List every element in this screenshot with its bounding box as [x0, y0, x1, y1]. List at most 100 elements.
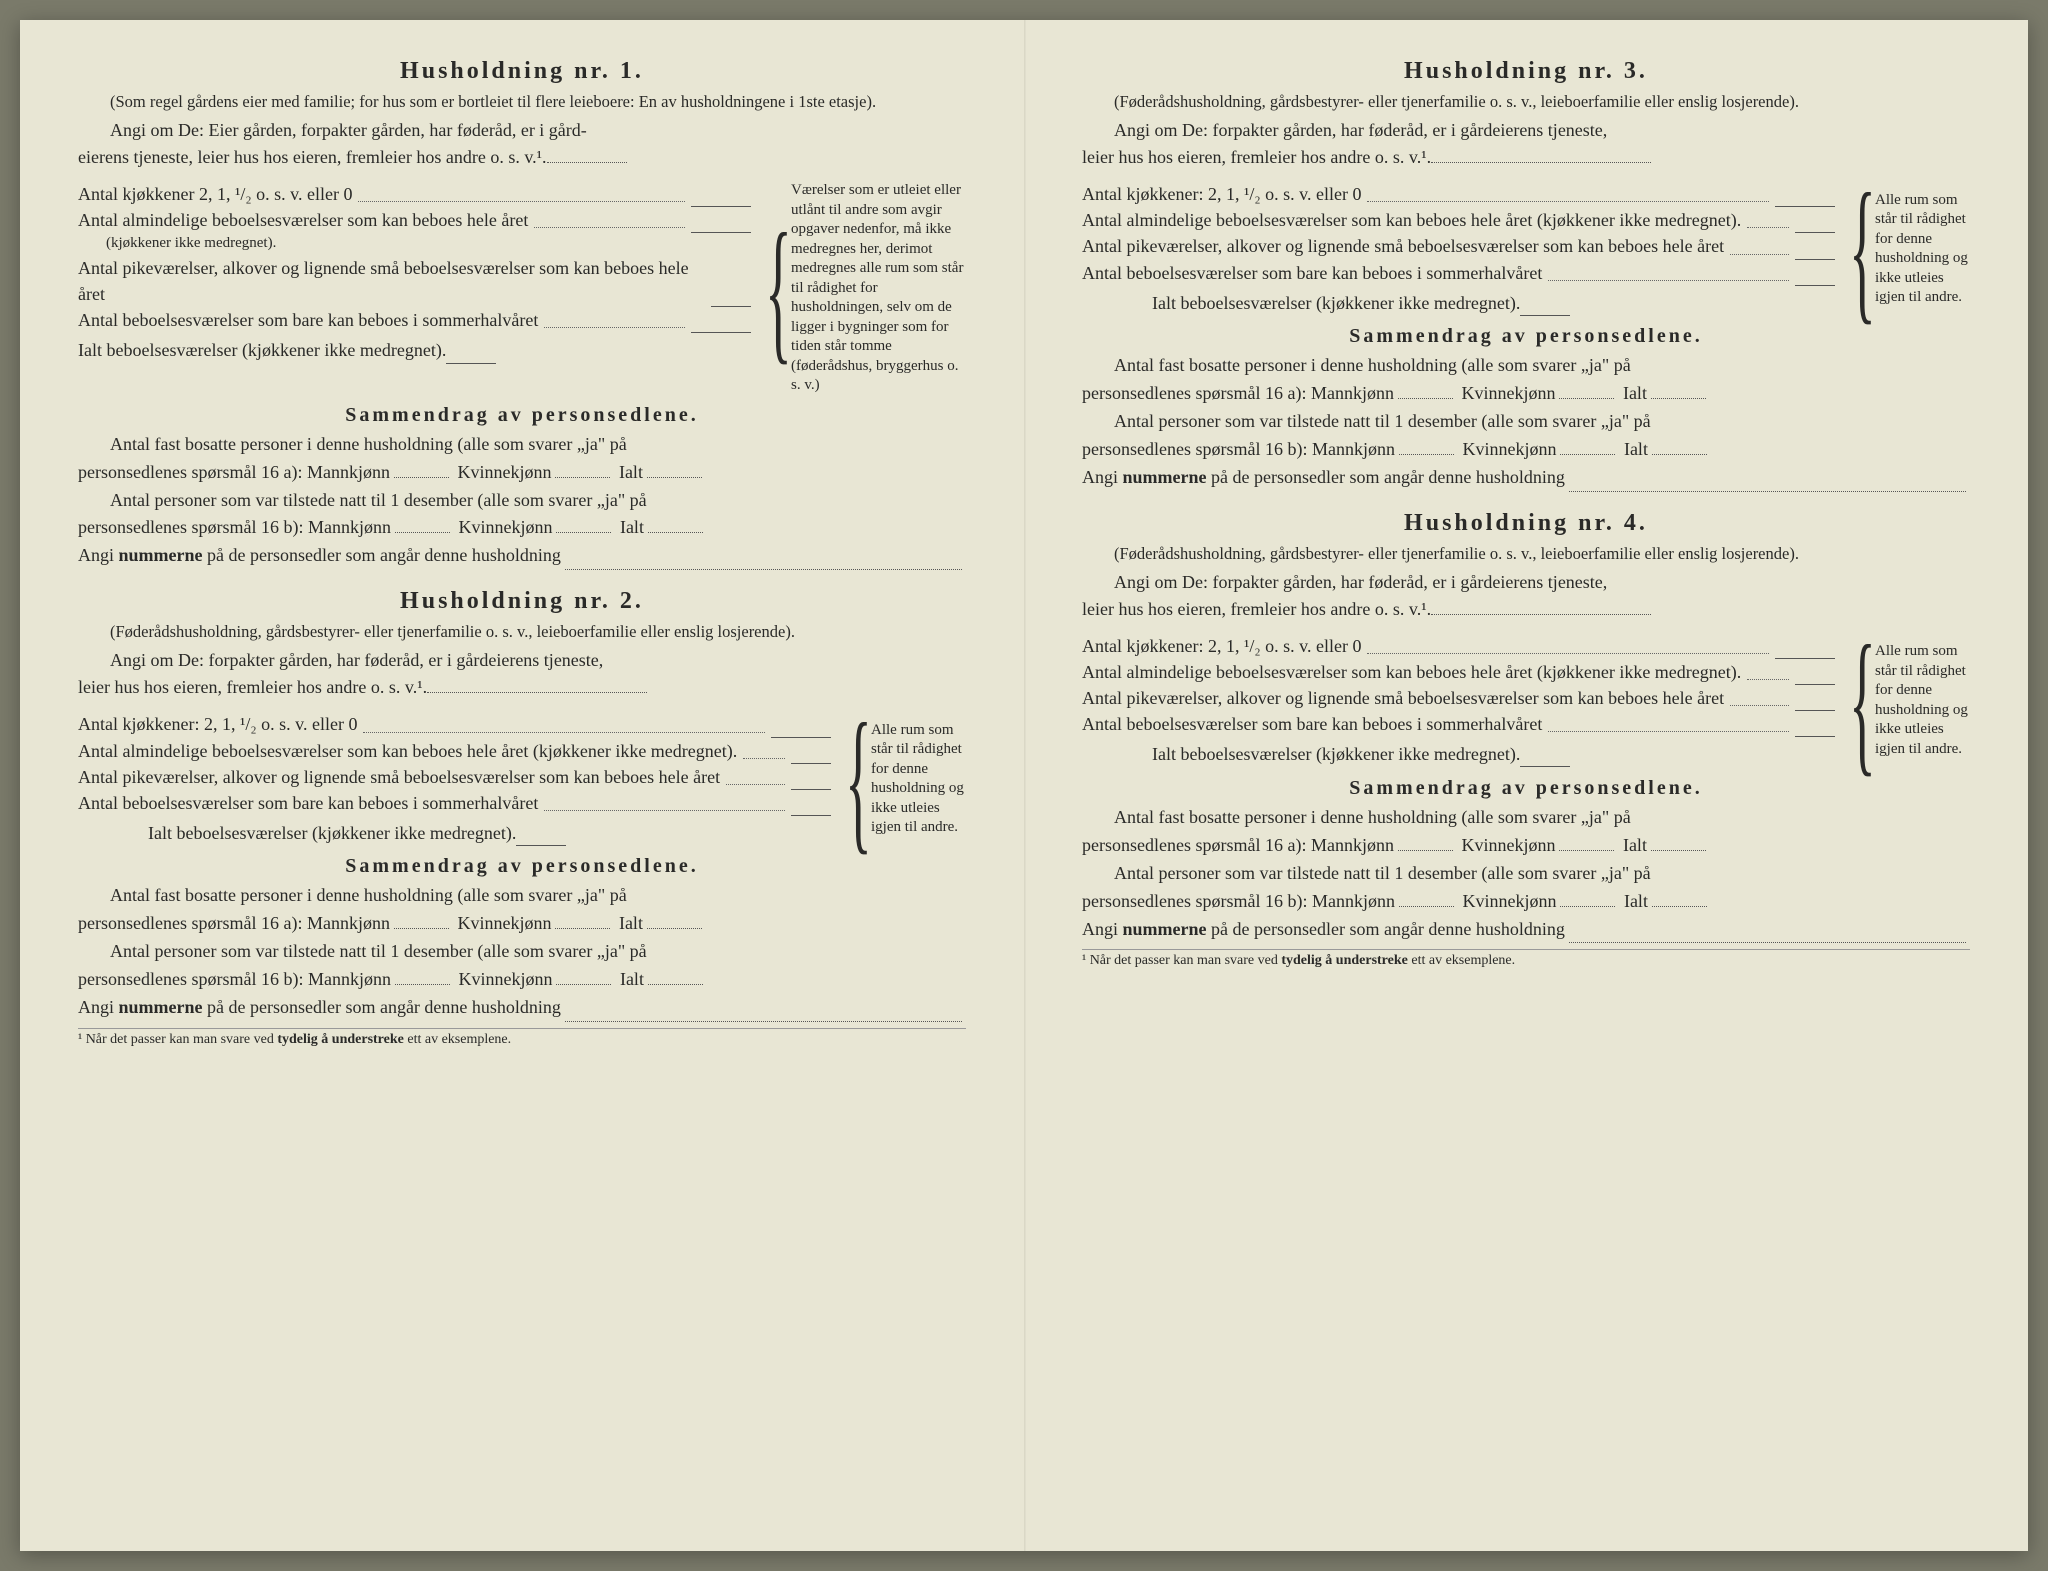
h4-r1-fill[interactable] [1775, 642, 1835, 659]
h4-ialt-b[interactable] [1652, 890, 1707, 906]
h4-num-fill[interactable] [1569, 927, 1966, 943]
h1-total-fill[interactable] [446, 346, 496, 363]
h2-num-fill[interactable] [565, 1006, 962, 1022]
h3-intro: Angi om De: forpakter gården, har føderå… [1082, 117, 1970, 171]
h2-kvin-b[interactable] [556, 969, 611, 985]
h2-s2b: personsedlenes spørsmål 16 b): Mannkjønn [78, 969, 391, 989]
h4-r4-fill[interactable] [1795, 720, 1835, 737]
h4-ialt-a[interactable] [1651, 835, 1706, 851]
h1-mann-b[interactable] [395, 517, 450, 533]
h3-total-fill[interactable] [1520, 299, 1570, 316]
h2-r2-fill[interactable] [791, 747, 831, 764]
h3-title: Husholdning nr. 3. [1082, 58, 1970, 85]
h4-mann-b[interactable] [1399, 890, 1454, 906]
h1-r2-fill[interactable] [691, 216, 751, 233]
h3-total: Ialt beboelsesværelser (kjøkkener ikke m… [1152, 290, 1520, 316]
h3-s2a: Antal personer som var tilstede natt til… [1082, 411, 1651, 431]
h1-kvin-b[interactable] [556, 517, 611, 533]
h1-mann-a[interactable] [394, 461, 449, 477]
h2-ialt-a[interactable] [647, 913, 702, 929]
h1-rows: Antal kjøkkener 2, 1, ¹/₂ o. s. v. eller… [78, 181, 966, 396]
h2-summary: Antal fast bosatte personer i denne hush… [78, 882, 966, 1021]
h4-s2b: personsedlenes spørsmål 16 b): Mannkjønn [1082, 891, 1395, 911]
h4-intro: Angi om De: forpakter gården, har føderå… [1082, 569, 1970, 623]
h2-mann-a[interactable] [394, 913, 449, 929]
h1-total: Ialt beboelsesværelser (kjøkkener ikke m… [78, 337, 446, 363]
h3-intro-l2: leier hus hos eieren, fremleier hos andr… [1082, 147, 1431, 167]
h2-title: Husholdning nr. 2. [78, 588, 966, 615]
left-page: Husholdning nr. 1. (Som regel gårdens ei… [20, 20, 1024, 1551]
h3-r2-fill[interactable] [1795, 216, 1835, 233]
h3-r1-fill[interactable] [1775, 190, 1835, 207]
h1-r2: Antal almindelige beboelsesværelser som … [78, 207, 528, 233]
h2-subtitle: (Føderådshusholdning, gårdsbestyrer- ell… [78, 621, 966, 643]
h2-intro-blank[interactable] [427, 677, 647, 693]
h1-intro-l2: eierens tjeneste, leier hus hos eieren, … [78, 147, 547, 167]
h3-s1b: personsedlenes spørsmål 16 a): Mannkjønn [1082, 383, 1394, 403]
h3-rows: Antal kjøkkener: 2, 1, ¹/₂ o. s. v. elle… [1082, 181, 1970, 317]
h4-s1a: Antal fast bosatte personer i denne hush… [1082, 807, 1631, 827]
h2-s1b: personsedlenes spørsmål 16 a): Mannkjønn [78, 913, 390, 933]
h3-subtitle: (Føderådshusholdning, gårdsbestyrer- ell… [1082, 91, 1970, 113]
h3-r3-fill[interactable] [1795, 242, 1835, 259]
h2-brace: { Alle rum som står til rådighet for den… [845, 711, 966, 847]
h1-intro: Angi om De: Eier gården, forpakter gårde… [78, 117, 966, 171]
household-4: Husholdning nr. 4. (Føderådshusholdning,… [1082, 510, 1970, 970]
h4-r3: Antal pikeværelser, alkover og lignende … [1082, 685, 1724, 711]
h3-mann-a[interactable] [1398, 383, 1453, 399]
h1-subtitle: (Som regel gårdens eier med familie; for… [78, 91, 966, 113]
h2-r1-fill[interactable] [771, 720, 831, 737]
h1-kvin-a[interactable] [555, 461, 610, 477]
h3-r2: Antal almindelige beboelsesværelser som … [1082, 207, 1741, 233]
h3-r4-fill[interactable] [1795, 269, 1835, 286]
h2-r3-fill[interactable] [791, 773, 831, 790]
h1-r4: Antal beboelsesværelser som bare kan beb… [78, 307, 538, 333]
h1-r4-fill[interactable] [691, 316, 751, 333]
h2-r4-fill[interactable] [791, 799, 831, 816]
h2-kvin-a[interactable] [555, 913, 610, 929]
h1-s1a: Antal fast bosatte personer i denne hush… [78, 434, 627, 454]
h4-total-fill[interactable] [1520, 750, 1570, 767]
h3-r3: Antal pikeværelser, alkover og lignende … [1082, 233, 1724, 259]
h1-r1-fill[interactable] [691, 190, 751, 207]
household-2: Husholdning nr. 2. (Føderådshusholdning,… [78, 588, 966, 1048]
h1-brace: { Værelser som er utleiet eller utlånt t… [765, 181, 966, 396]
h1-r1: Antal kjøkkener 2, 1, ¹/₂ o. s. v. eller… [78, 181, 352, 207]
h4-intro-l1: Angi om De: forpakter gården, har føderå… [1082, 572, 1607, 592]
h2-r2: Antal almindelige beboelsesværelser som … [78, 738, 737, 764]
h3-num-fill[interactable] [1569, 476, 1966, 492]
h4-r3-fill[interactable] [1795, 694, 1835, 711]
h2-intro-l1: Angi om De: forpakter gården, har føderå… [78, 650, 603, 670]
h3-intro-blank[interactable] [1431, 147, 1651, 163]
h3-s1a: Antal fast bosatte personer i denne hush… [1082, 355, 1631, 375]
h1-s1b: personsedlenes spørsmål 16 a): Mannkjønn [78, 462, 390, 482]
h1-ialt-b[interactable] [648, 517, 703, 533]
h2-r1: Antal kjøkkener: 2, 1, ¹/₂ o. s. v. elle… [78, 711, 357, 737]
h3-r4: Antal beboelsesværelser som bare kan beb… [1082, 260, 1542, 286]
h4-kvin-b[interactable] [1560, 890, 1615, 906]
h3-mann-b[interactable] [1399, 439, 1454, 455]
h4-summary-title: Sammendrag av personsedlene. [1082, 777, 1970, 800]
h2-total-fill[interactable] [516, 829, 566, 846]
right-hr [1082, 949, 1970, 950]
h1-intro-blank[interactable] [547, 147, 627, 163]
h4-kvin-a[interactable] [1559, 835, 1614, 851]
h4-mann-a[interactable] [1398, 835, 1453, 851]
h1-r3: Antal pikeværelser, alkover og lignende … [78, 255, 711, 307]
h4-r1: Antal kjøkkener: 2, 1, ¹/₂ o. s. v. elle… [1082, 633, 1361, 659]
h3-ialt-b[interactable] [1652, 439, 1707, 455]
h1-s2b: personsedlenes spørsmål 16 b): Mannkjønn [78, 517, 391, 537]
h4-title: Husholdning nr. 4. [1082, 510, 1970, 537]
h2-mann-b[interactable] [395, 969, 450, 985]
h3-kvin-a[interactable] [1559, 383, 1614, 399]
h3-ialt-a[interactable] [1651, 383, 1706, 399]
h3-kvin-b[interactable] [1560, 439, 1615, 455]
h1-ialt-a[interactable] [647, 461, 702, 477]
h4-r2-fill[interactable] [1795, 668, 1835, 685]
h2-ialt-b[interactable] [648, 969, 703, 985]
document-paper: Husholdning nr. 1. (Som regel gårdens ei… [20, 20, 2028, 1551]
h4-intro-blank[interactable] [1431, 599, 1651, 615]
h2-intro: Angi om De: forpakter gården, har føderå… [78, 647, 966, 701]
h1-r3-fill[interactable] [711, 290, 751, 307]
h1-num-fill[interactable] [565, 554, 962, 570]
